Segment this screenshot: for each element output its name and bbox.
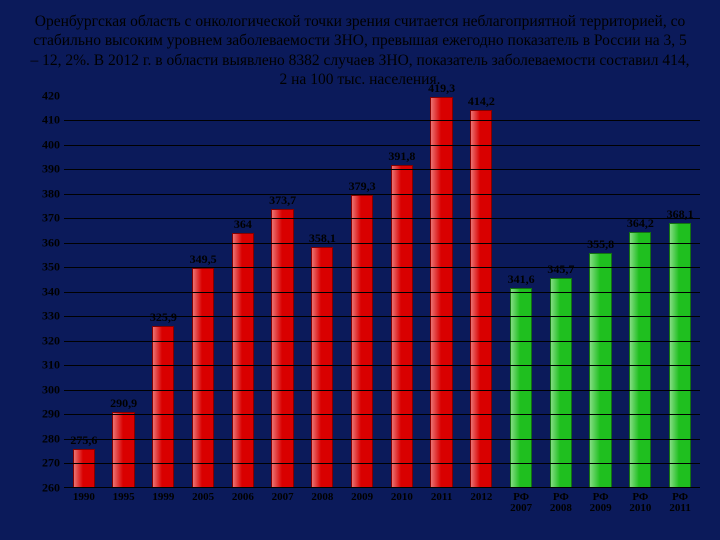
x-tick: 2011	[431, 492, 452, 504]
y-tick: 400	[42, 137, 60, 152]
x-tick: 1999	[152, 492, 174, 504]
gridline	[64, 341, 700, 342]
x-tick: 2006	[232, 492, 254, 504]
value-label: 368,1	[667, 207, 694, 222]
bar	[629, 232, 651, 487]
value-label: 373,7	[269, 193, 296, 208]
gridline	[64, 120, 700, 121]
value-label: 349,5	[190, 252, 217, 267]
y-tick: 290	[42, 407, 60, 422]
y-tick: 320	[42, 333, 60, 348]
gridline	[64, 292, 700, 293]
x-tick: 2007	[272, 492, 294, 504]
gridline	[64, 169, 700, 170]
gridline	[64, 218, 700, 219]
bar	[470, 110, 492, 488]
gridline	[64, 267, 700, 268]
x-tick: 1990	[73, 492, 95, 504]
bar	[232, 233, 254, 488]
y-tick: 300	[42, 382, 60, 397]
y-tick: 270	[42, 456, 60, 471]
gridline	[64, 439, 700, 440]
x-tick: 2012	[470, 492, 492, 504]
value-label: 355,8	[587, 237, 614, 252]
value-label: 379,3	[349, 179, 376, 194]
bar	[510, 288, 532, 488]
y-tick: 410	[42, 113, 60, 128]
x-tick: 2008	[311, 492, 333, 504]
plot-area: 275,6290,9325,9349,5364373,7358,1379,339…	[64, 96, 700, 488]
bar	[550, 278, 572, 488]
y-axis: 2602702802903003103203303403503603703803…	[20, 96, 64, 488]
bar	[112, 412, 134, 488]
gridline	[64, 145, 700, 146]
bar	[73, 449, 95, 487]
x-tick: 2010	[391, 492, 413, 504]
value-label: 290,9	[110, 396, 137, 411]
gridline	[64, 463, 700, 464]
x-tick: РФ 2008	[550, 492, 572, 515]
value-label: 341,6	[508, 272, 535, 287]
value-label: 391,8	[388, 149, 415, 164]
bar	[589, 253, 611, 488]
gridline	[64, 365, 700, 366]
x-tick: РФ 2007	[510, 492, 532, 515]
y-tick: 360	[42, 235, 60, 250]
x-tick: 2009	[351, 492, 373, 504]
y-tick: 280	[42, 431, 60, 446]
gridline	[64, 414, 700, 415]
value-label: 414,2	[468, 94, 495, 109]
x-tick: 1995	[113, 492, 135, 504]
x-tick: РФ 2010	[629, 492, 651, 515]
gridline	[64, 316, 700, 317]
gridline	[64, 390, 700, 391]
bar	[192, 268, 214, 487]
y-tick: 380	[42, 186, 60, 201]
y-tick: 330	[42, 309, 60, 324]
gridline	[64, 243, 700, 244]
bar	[311, 247, 333, 487]
y-tick: 340	[42, 284, 60, 299]
x-tick: РФ 2009	[590, 492, 612, 515]
bar	[669, 223, 691, 488]
value-label: 419,3	[428, 81, 455, 96]
y-tick: 350	[42, 260, 60, 275]
x-tick: РФ 2011	[669, 492, 690, 515]
value-label: 275,6	[70, 433, 97, 448]
slide: Оренбургская область с онкологической то…	[0, 0, 720, 540]
value-label: 358,1	[309, 231, 336, 246]
bar	[271, 209, 293, 488]
value-label: 345,7	[547, 262, 574, 277]
gridline	[64, 194, 700, 195]
y-tick: 420	[42, 88, 60, 103]
y-tick: 390	[42, 162, 60, 177]
y-tick: 370	[42, 211, 60, 226]
y-tick: 260	[42, 480, 60, 495]
x-axis: 1990 1995 1999 2005 2006 2007 2008 2009 2010 2011…	[64, 488, 700, 516]
x-tick: 2005	[192, 492, 214, 504]
slide-title: Оренбургская область с онкологической то…	[30, 12, 690, 90]
chart: 260 270 280 290 300 310 320 330 340 350 360 370 380 3…	[20, 96, 700, 516]
y-tick: 310	[42, 358, 60, 373]
value-label: 325,9	[150, 310, 177, 325]
